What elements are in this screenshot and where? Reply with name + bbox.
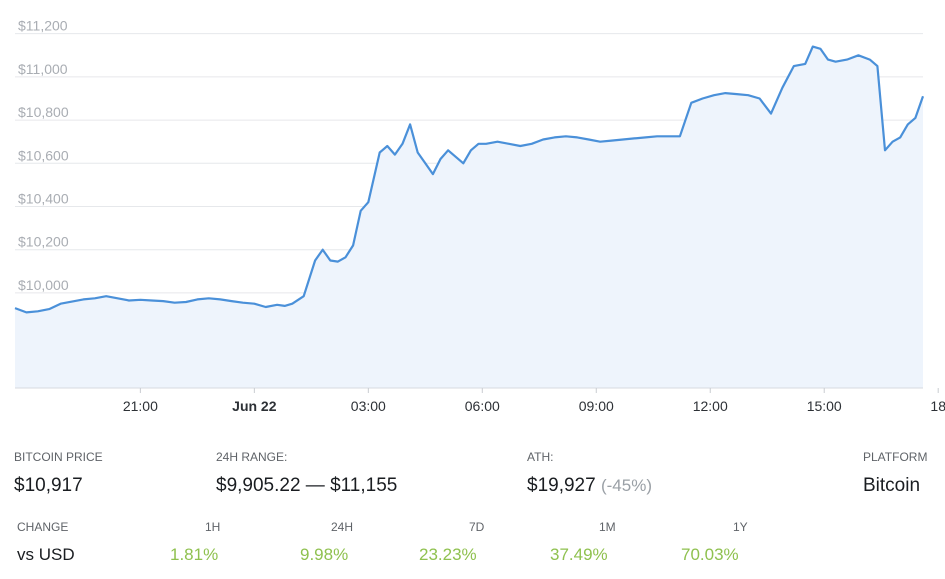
- y-tick-label: $10,200: [18, 234, 69, 250]
- change-period-7d-value: 23.23%: [419, 545, 477, 564]
- range-value: $9,905.22 — $11,155: [216, 475, 398, 496]
- x-tick-label: 12:00: [693, 398, 728, 414]
- ath-value: $19,927: [527, 475, 596, 496]
- y-tick-label: $10,600: [18, 147, 69, 163]
- ath-change-note: (-45%): [600, 476, 652, 495]
- stat-label-ath: ATH:: [527, 450, 554, 464]
- stat-label-platform: PLATFORM: [863, 450, 928, 464]
- x-tick-label: 21:00: [123, 398, 158, 414]
- stat-label-24h-range: 24H RANGE:: [216, 450, 288, 464]
- price-line: [14, 45, 925, 314]
- stat-value-bitcoin-price: $10,917: [14, 475, 83, 497]
- stat-value-platform: Bitcoin: [863, 475, 920, 497]
- change-period-24h-value: 9.98%: [300, 545, 349, 564]
- change-period-7d-label: 7D: [469, 520, 485, 534]
- change-period-1y-label: 1Y: [733, 520, 748, 534]
- y-tick-label: $10,000: [18, 277, 69, 293]
- change-period-1y-value: 70.03%: [681, 545, 739, 564]
- price-area-fill: [15, 46, 923, 388]
- x-tick-label: 03:00: [351, 398, 386, 414]
- x-tick-label: Jun 22: [232, 398, 277, 414]
- y-tick-label: $10,400: [18, 191, 69, 207]
- x-tick-label: 15:00: [807, 398, 842, 414]
- vs-usd-label: vs USD: [17, 545, 75, 564]
- stat-value-ath: $19,927 (-45%): [527, 475, 652, 497]
- change-period-24h-label: 24H: [331, 520, 354, 534]
- change-period-1m-value: 37.49%: [550, 545, 608, 564]
- y-tick-label: $11,000: [18, 61, 68, 77]
- change-period-1h-label: 1H: [205, 520, 221, 534]
- change-period-1m-label: 1M: [599, 520, 616, 534]
- price-chart: $11,200 $11,000 $10,800 $10,600 $10,400 $10,2…: [14, 18, 945, 414]
- y-tick-label: $11,200: [18, 18, 68, 34]
- change-label: CHANGE: [17, 520, 69, 534]
- x-tick-label: 09:00: [579, 398, 614, 414]
- stat-label-bitcoin-price: BITCOIN PRICE: [14, 450, 103, 464]
- platform-value: Bitcoin: [863, 475, 921, 496]
- y-tick-label: $10,800: [18, 104, 69, 120]
- stat-value-24h-range: $9,905.22 — $11,155: [216, 475, 397, 497]
- x-tick-label: 06:00: [465, 398, 500, 414]
- bitcoin-price-value: $10,917: [14, 475, 83, 496]
- x-tick-label: 18: [930, 398, 945, 414]
- x-axis-ticks: 21:00 Jun 22 03:00 06:00 09:00 12:00 15:00 18: [123, 388, 945, 414]
- change-period-1h-value: 1.81%: [170, 545, 219, 564]
